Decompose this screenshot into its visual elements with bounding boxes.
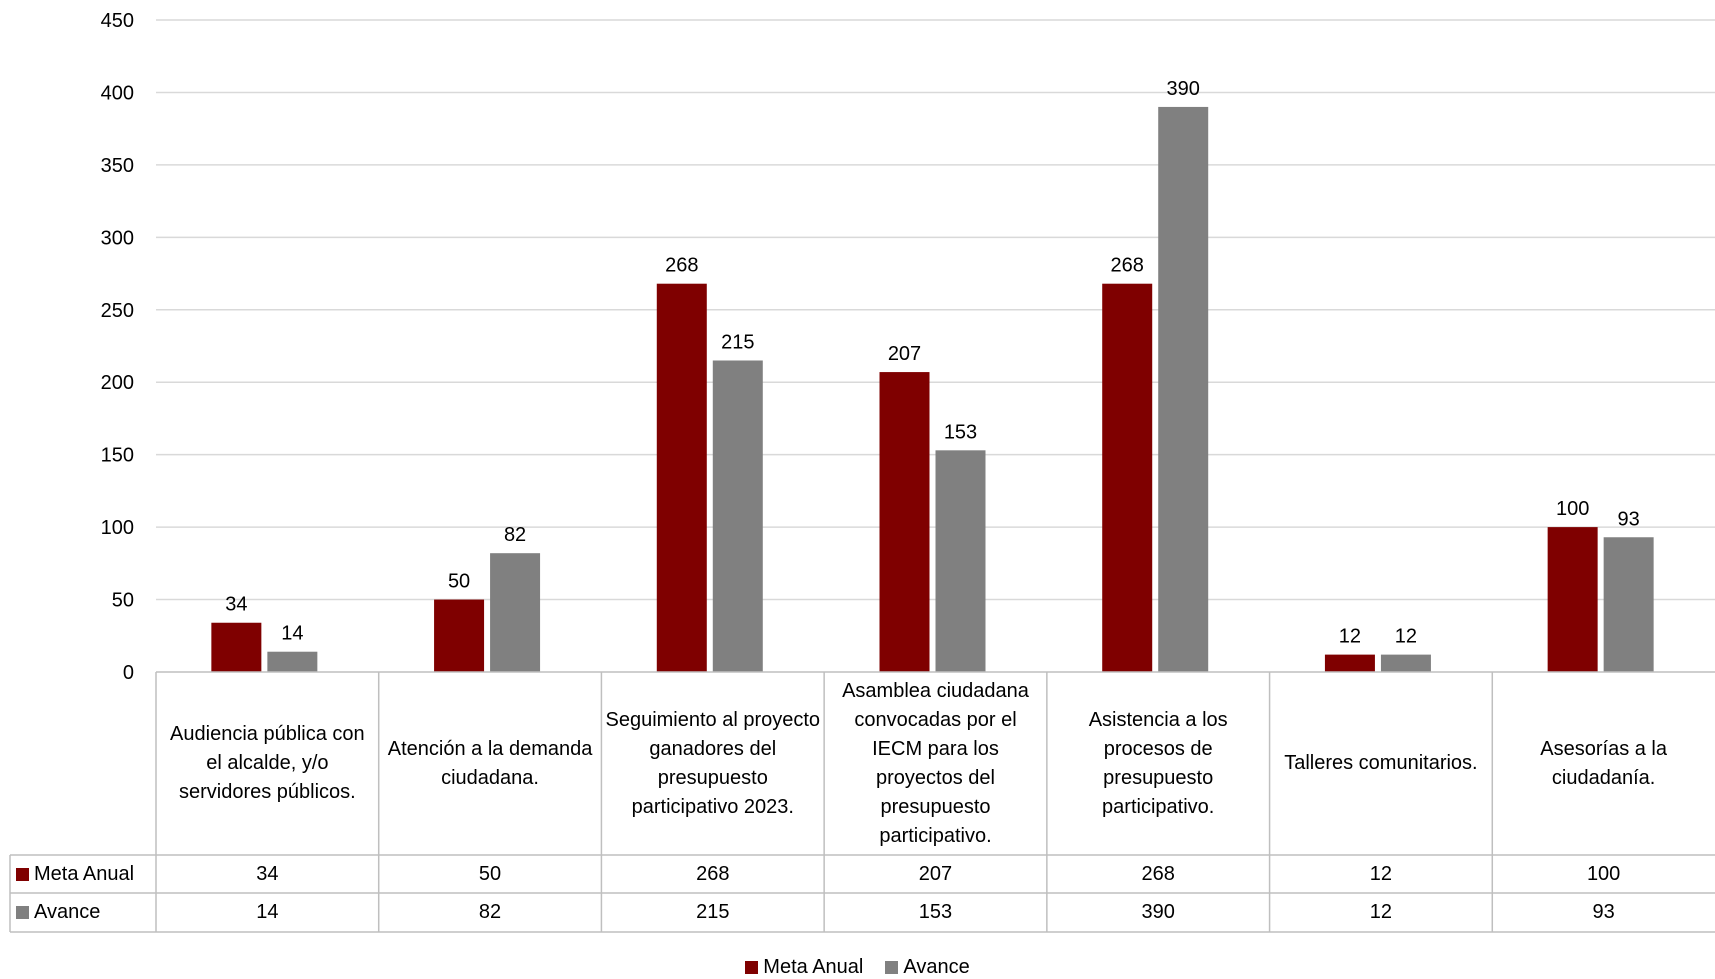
y-tick-label: 200 <box>101 372 134 394</box>
table-cell: 12 <box>1369 901 1393 923</box>
bar-meta-anual <box>1324 654 1375 672</box>
legend-key-icon <box>16 867 29 881</box>
data-label: 50 <box>448 571 470 593</box>
table-row-header: Avance <box>10 893 156 932</box>
data-label: 268 <box>665 255 698 277</box>
bar-avance <box>712 360 763 672</box>
table-cell: 153 <box>918 901 953 923</box>
row-header-label: Avance <box>34 901 101 923</box>
legend-label: Avance <box>903 955 970 978</box>
bar-meta-anual <box>1102 283 1153 672</box>
table-cell: 100 <box>1586 862 1621 885</box>
legend-label: Meta Anual <box>763 955 864 978</box>
bar-avance <box>1603 537 1654 672</box>
category-label: Audiencia pública con el alcalde, y/o se… <box>170 723 365 803</box>
table-cell: 207 <box>918 862 953 885</box>
table-cell: 268 <box>1141 862 1175 885</box>
y-tick-label: 0 <box>123 662 134 684</box>
y-tick-label: 150 <box>101 445 134 467</box>
legend-swatch-icon <box>745 960 759 974</box>
table-row-header: Meta Anual <box>10 855 156 893</box>
legend-item: Meta Anual <box>745 955 863 979</box>
data-label: 14 <box>281 623 303 645</box>
bar-meta-anual <box>211 622 262 672</box>
legend-swatch-icon <box>885 960 899 974</box>
table-cell: 93 <box>1592 901 1615 923</box>
table-cell: 268 <box>696 862 730 885</box>
table-cell: 12 <box>1369 862 1393 885</box>
row-header-label: Meta Anual <box>34 862 135 885</box>
y-tick-label: 400 <box>101 82 134 104</box>
data-label: 100 <box>1556 498 1589 520</box>
bar-meta-anual <box>656 283 707 672</box>
data-label: 93 <box>1618 508 1640 530</box>
y-tick-label: 50 <box>112 590 134 612</box>
category-label: Atención a la demanda ciudadana. <box>387 737 593 789</box>
category-label: Seguimiento al proyecto ganadores del pr… <box>605 708 821 818</box>
data-label: 215 <box>721 331 754 353</box>
category-label: Asamblea ciudadana convocadas por el IEC… <box>842 679 1029 847</box>
category-label: Asistencia a los procesos de presupuesto… <box>1088 708 1228 818</box>
data-label: 82 <box>504 524 526 546</box>
table-cell: 14 <box>256 901 279 923</box>
bar-meta-anual <box>434 599 485 672</box>
y-tick-label: 100 <box>101 517 134 539</box>
legend-key-icon <box>16 906 29 919</box>
y-tick-label: 250 <box>101 300 134 322</box>
legend-item: Avance <box>885 955 970 979</box>
data-label: 153 <box>944 421 977 443</box>
table-cell: 215 <box>696 901 730 923</box>
legend: Meta Anual Avance <box>0 955 1715 979</box>
data-label: 12 <box>1395 626 1417 648</box>
data-label: 12 <box>1339 626 1361 648</box>
bar-avance <box>1380 654 1431 672</box>
y-tick-label: 300 <box>101 227 134 249</box>
category-label: Talleres comunitarios. <box>1284 752 1478 774</box>
bar-avance <box>1158 106 1209 672</box>
data-label: 390 <box>1167 78 1200 100</box>
table-cell: 50 <box>478 862 502 885</box>
data-label: 207 <box>888 343 921 365</box>
table-cell: 390 <box>1141 901 1175 923</box>
y-tick-label: 450 <box>101 10 134 32</box>
category-label: Asesorías a la ciudadanía. <box>1540 737 1667 789</box>
table-cell: 82 <box>478 901 502 923</box>
bar-meta-anual <box>879 372 930 672</box>
bar-avance <box>935 450 986 672</box>
y-tick-label: 350 <box>101 155 134 177</box>
data-label: 268 <box>1111 255 1144 277</box>
table-cell: 34 <box>256 862 279 885</box>
data-label: 34 <box>225 594 247 616</box>
bar-avance <box>490 553 541 672</box>
bar-meta-anual <box>1547 527 1598 672</box>
bar-avance <box>267 651 318 672</box>
